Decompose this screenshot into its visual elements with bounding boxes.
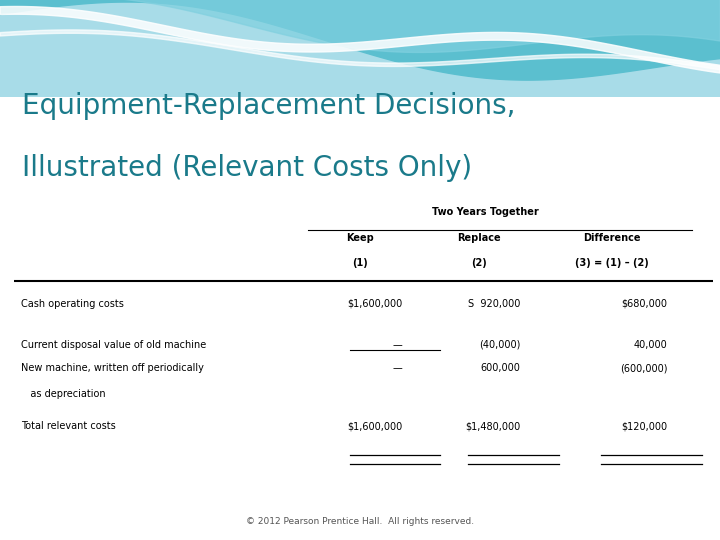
Text: Keep: Keep bbox=[346, 233, 374, 244]
Text: $1,600,000: $1,600,000 bbox=[347, 299, 402, 309]
Polygon shape bbox=[0, 0, 720, 52]
Text: —: — bbox=[392, 340, 402, 350]
Polygon shape bbox=[0, 6, 720, 73]
Text: $680,000: $680,000 bbox=[621, 299, 667, 309]
Text: $120,000: $120,000 bbox=[621, 421, 667, 431]
Text: Total relevant costs: Total relevant costs bbox=[22, 421, 116, 431]
Text: Cash operating costs: Cash operating costs bbox=[22, 299, 125, 309]
Text: (1): (1) bbox=[352, 258, 368, 268]
Text: 40,000: 40,000 bbox=[634, 340, 667, 350]
Text: Equipment-Replacement Decisions,: Equipment-Replacement Decisions, bbox=[22, 92, 515, 120]
Text: Two Years Together: Two Years Together bbox=[433, 207, 539, 217]
Text: Current disposal value of old machine: Current disposal value of old machine bbox=[22, 340, 207, 350]
Polygon shape bbox=[0, 0, 720, 80]
Text: $1,480,000: $1,480,000 bbox=[466, 421, 521, 431]
Text: (3) = (1) – (2): (3) = (1) – (2) bbox=[575, 258, 649, 268]
Polygon shape bbox=[0, 30, 720, 70]
Text: (600,000): (600,000) bbox=[620, 363, 667, 373]
Text: (2): (2) bbox=[471, 258, 487, 268]
Text: Difference: Difference bbox=[582, 233, 640, 244]
Text: © 2012 Pearson Prentice Hall.  All rights reserved.: © 2012 Pearson Prentice Hall. All rights… bbox=[246, 517, 474, 525]
Text: Replace: Replace bbox=[457, 233, 500, 244]
Text: New machine, written off periodically: New machine, written off periodically bbox=[22, 363, 204, 373]
Text: Illustrated (Relevant Costs Only): Illustrated (Relevant Costs Only) bbox=[22, 154, 472, 183]
Text: as depreciation: as depreciation bbox=[22, 389, 106, 400]
Text: —: — bbox=[392, 363, 402, 373]
Text: (40,000): (40,000) bbox=[480, 340, 521, 350]
Text: $1,600,000: $1,600,000 bbox=[347, 421, 402, 431]
Text: S  920,000: S 920,000 bbox=[469, 299, 521, 309]
Text: 600,000: 600,000 bbox=[481, 363, 521, 373]
